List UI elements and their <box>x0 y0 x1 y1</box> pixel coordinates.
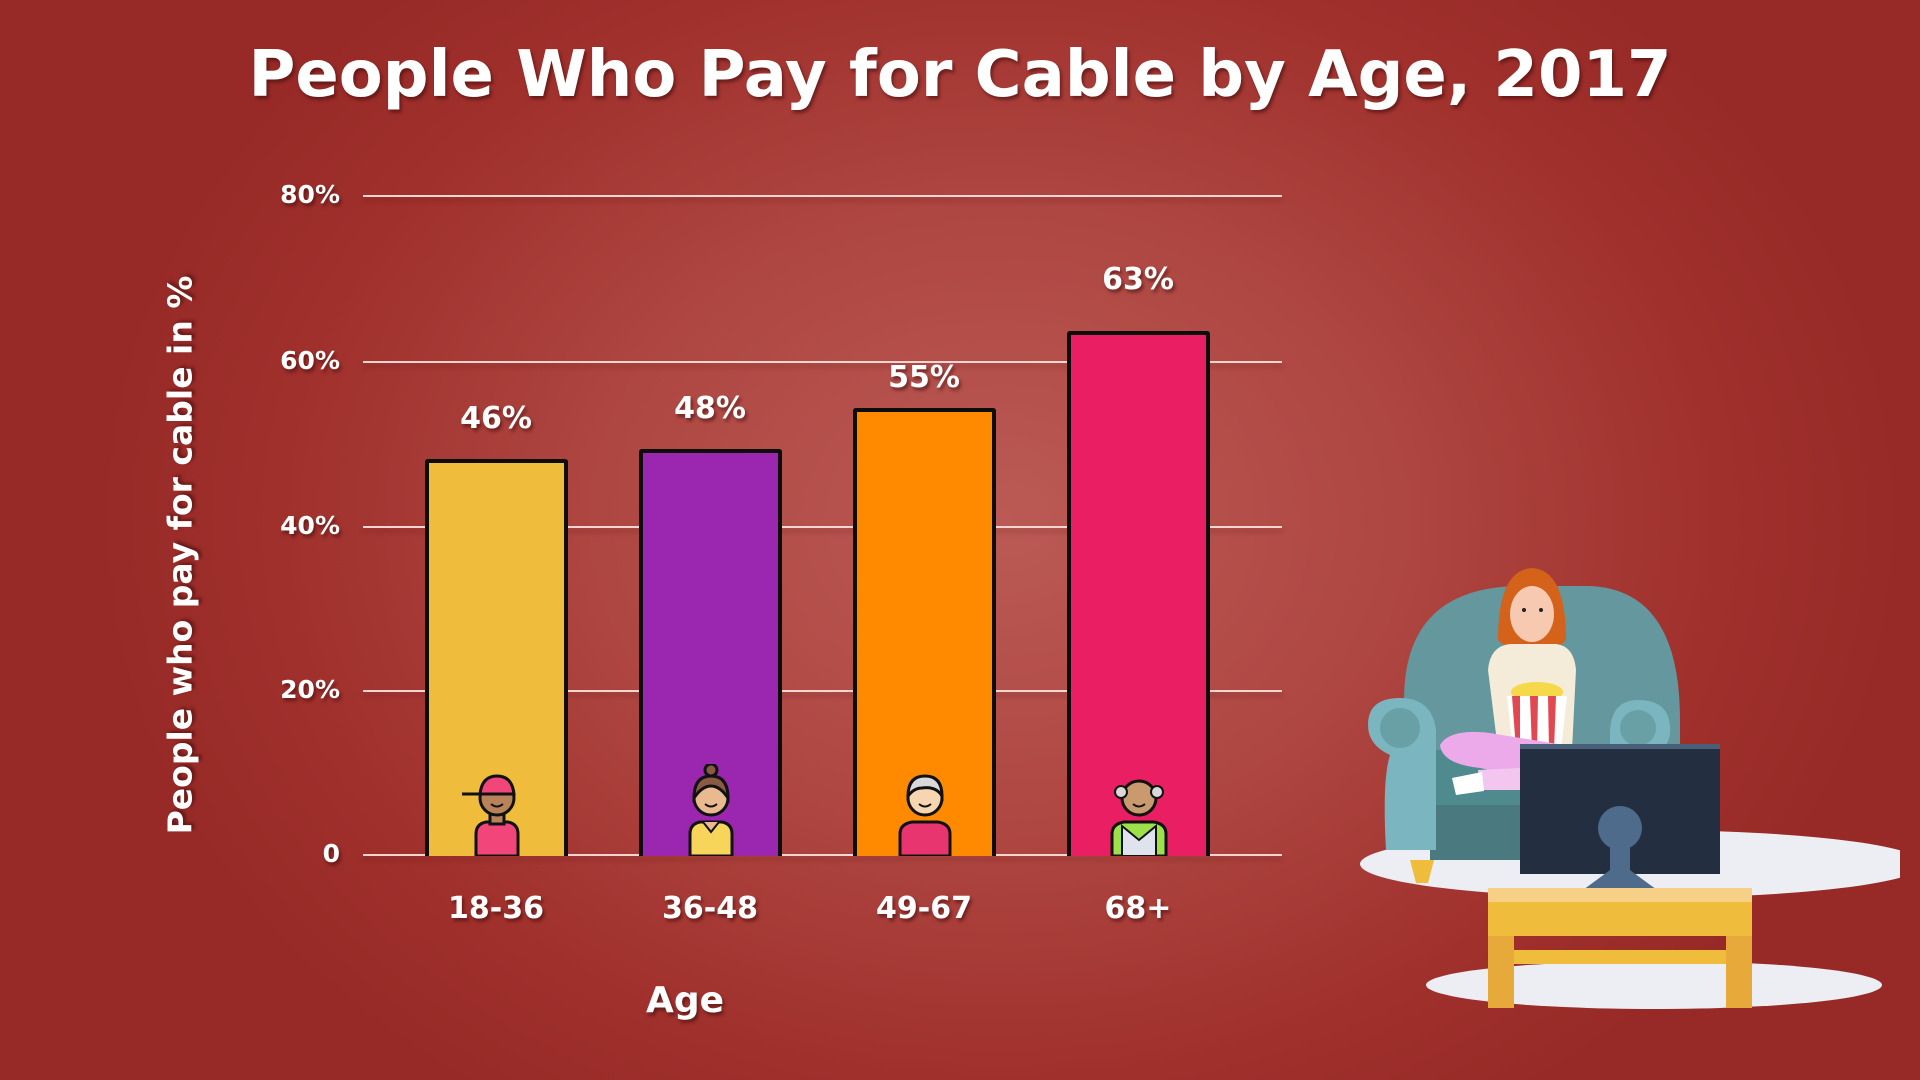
woman-watching-tv-illustration <box>1360 568 1900 1009</box>
gridline-20 <box>363 690 1282 692</box>
gray-haired-man-icon <box>898 774 951 856</box>
gridline-0 <box>363 854 1282 856</box>
value-label-49-67: 55% <box>888 360 960 395</box>
value-label-36-48: 48% <box>674 391 746 426</box>
bar-49-67 <box>853 408 996 856</box>
gridline-80 <box>363 195 1282 197</box>
ytick-80: 80% <box>280 180 340 209</box>
xtick-18-36: 18-36 <box>448 891 544 926</box>
elderly-man-icon <box>1110 779 1167 856</box>
woman-bun-icon <box>688 764 733 856</box>
bar-18-36 <box>425 459 568 856</box>
young-man-cap-icon <box>461 774 519 856</box>
value-label-68-plus: 63% <box>1102 262 1174 297</box>
ytick-60: 60% <box>280 346 340 375</box>
gridline-60 <box>363 361 1282 363</box>
xtick-68-plus: 68+ <box>1104 891 1172 926</box>
chart-title: People Who Pay for Cable by Age, 2017 <box>248 38 1672 112</box>
bar-68-plus <box>1067 331 1210 856</box>
y-axis-label: People who pay for cable in % <box>160 275 200 835</box>
bar-36-48 <box>639 449 782 856</box>
xtick-49-67: 49-67 <box>876 891 972 926</box>
ytick-20: 20% <box>280 675 340 704</box>
ytick-40: 40% <box>280 511 340 540</box>
value-label-18-36: 46% <box>460 401 532 436</box>
ytick-0: 0 <box>322 839 340 868</box>
x-axis-label: Age <box>645 980 725 1021</box>
xtick-36-48: 36-48 <box>662 891 758 926</box>
gridline-40 <box>363 526 1282 528</box>
